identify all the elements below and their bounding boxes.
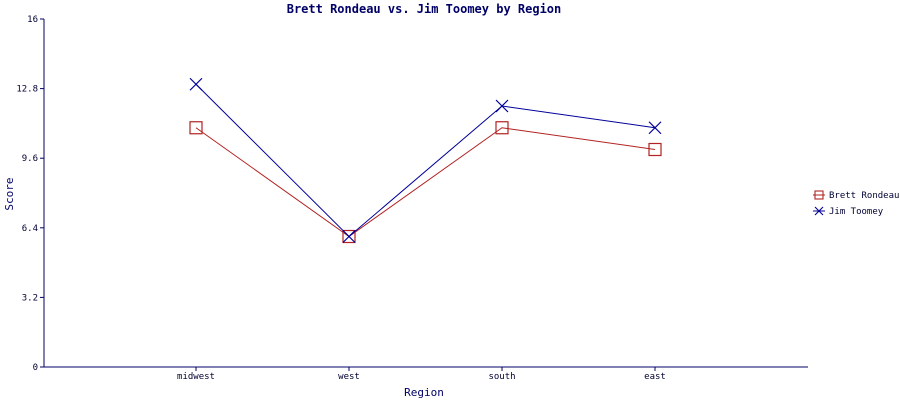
legend: Brett Rondeau Jim Toomey <box>813 190 899 217</box>
x-axis-ticks: midwest west south east <box>177 367 666 382</box>
y-axis-ticks: 0 3.2 6.4 9.6 12.8 16 <box>16 15 44 373</box>
y-tick-label: 6.4 <box>22 224 38 234</box>
x-tick-label: east <box>644 372 666 382</box>
data-point-jim-toomey-east <box>648 121 662 135</box>
chart-title: Brett Rondeau vs. Jim Toomey by Region <box>287 2 562 16</box>
y-tick-label: 3.2 <box>22 293 38 303</box>
y-tick-label: 16 <box>27 15 38 25</box>
series-line-brett-rondeau <box>195 127 656 238</box>
x-tick-label: south <box>488 372 515 382</box>
legend-label: Brett Rondeau <box>829 191 899 201</box>
data-point-jim-toomey-west <box>342 230 356 243</box>
x-tick-label: west <box>338 372 360 382</box>
x-tick-label: midwest <box>177 372 215 382</box>
legend-item-brett-rondeau: Brett Rondeau <box>813 190 899 201</box>
axes <box>43 19 808 368</box>
series-group <box>189 77 662 244</box>
y-tick-label: 0 <box>33 363 38 373</box>
y-tick-label: 12.8 <box>16 85 38 95</box>
legend-label: Jim Toomey <box>829 207 884 217</box>
legend-item-jim-toomey: Jim Toomey <box>813 206 884 217</box>
x-axis-label: Region <box>404 386 444 399</box>
data-point-jim-toomey-south <box>495 99 509 113</box>
y-axis-label: Score <box>3 177 16 210</box>
data-point-jim-toomey-midwest <box>189 77 203 91</box>
data-point-brett-rondeau-east <box>648 142 662 157</box>
y-tick-label: 9.6 <box>22 154 38 164</box>
data-point-brett-rondeau-midwest <box>189 121 203 135</box>
legend-marker-x <box>814 206 824 216</box>
series-line-jim-toomey <box>195 83 656 238</box>
legend-marker-square <box>814 190 824 200</box>
data-point-brett-rondeau-west <box>342 229 356 244</box>
data-point-brett-rondeau-south <box>495 121 509 135</box>
